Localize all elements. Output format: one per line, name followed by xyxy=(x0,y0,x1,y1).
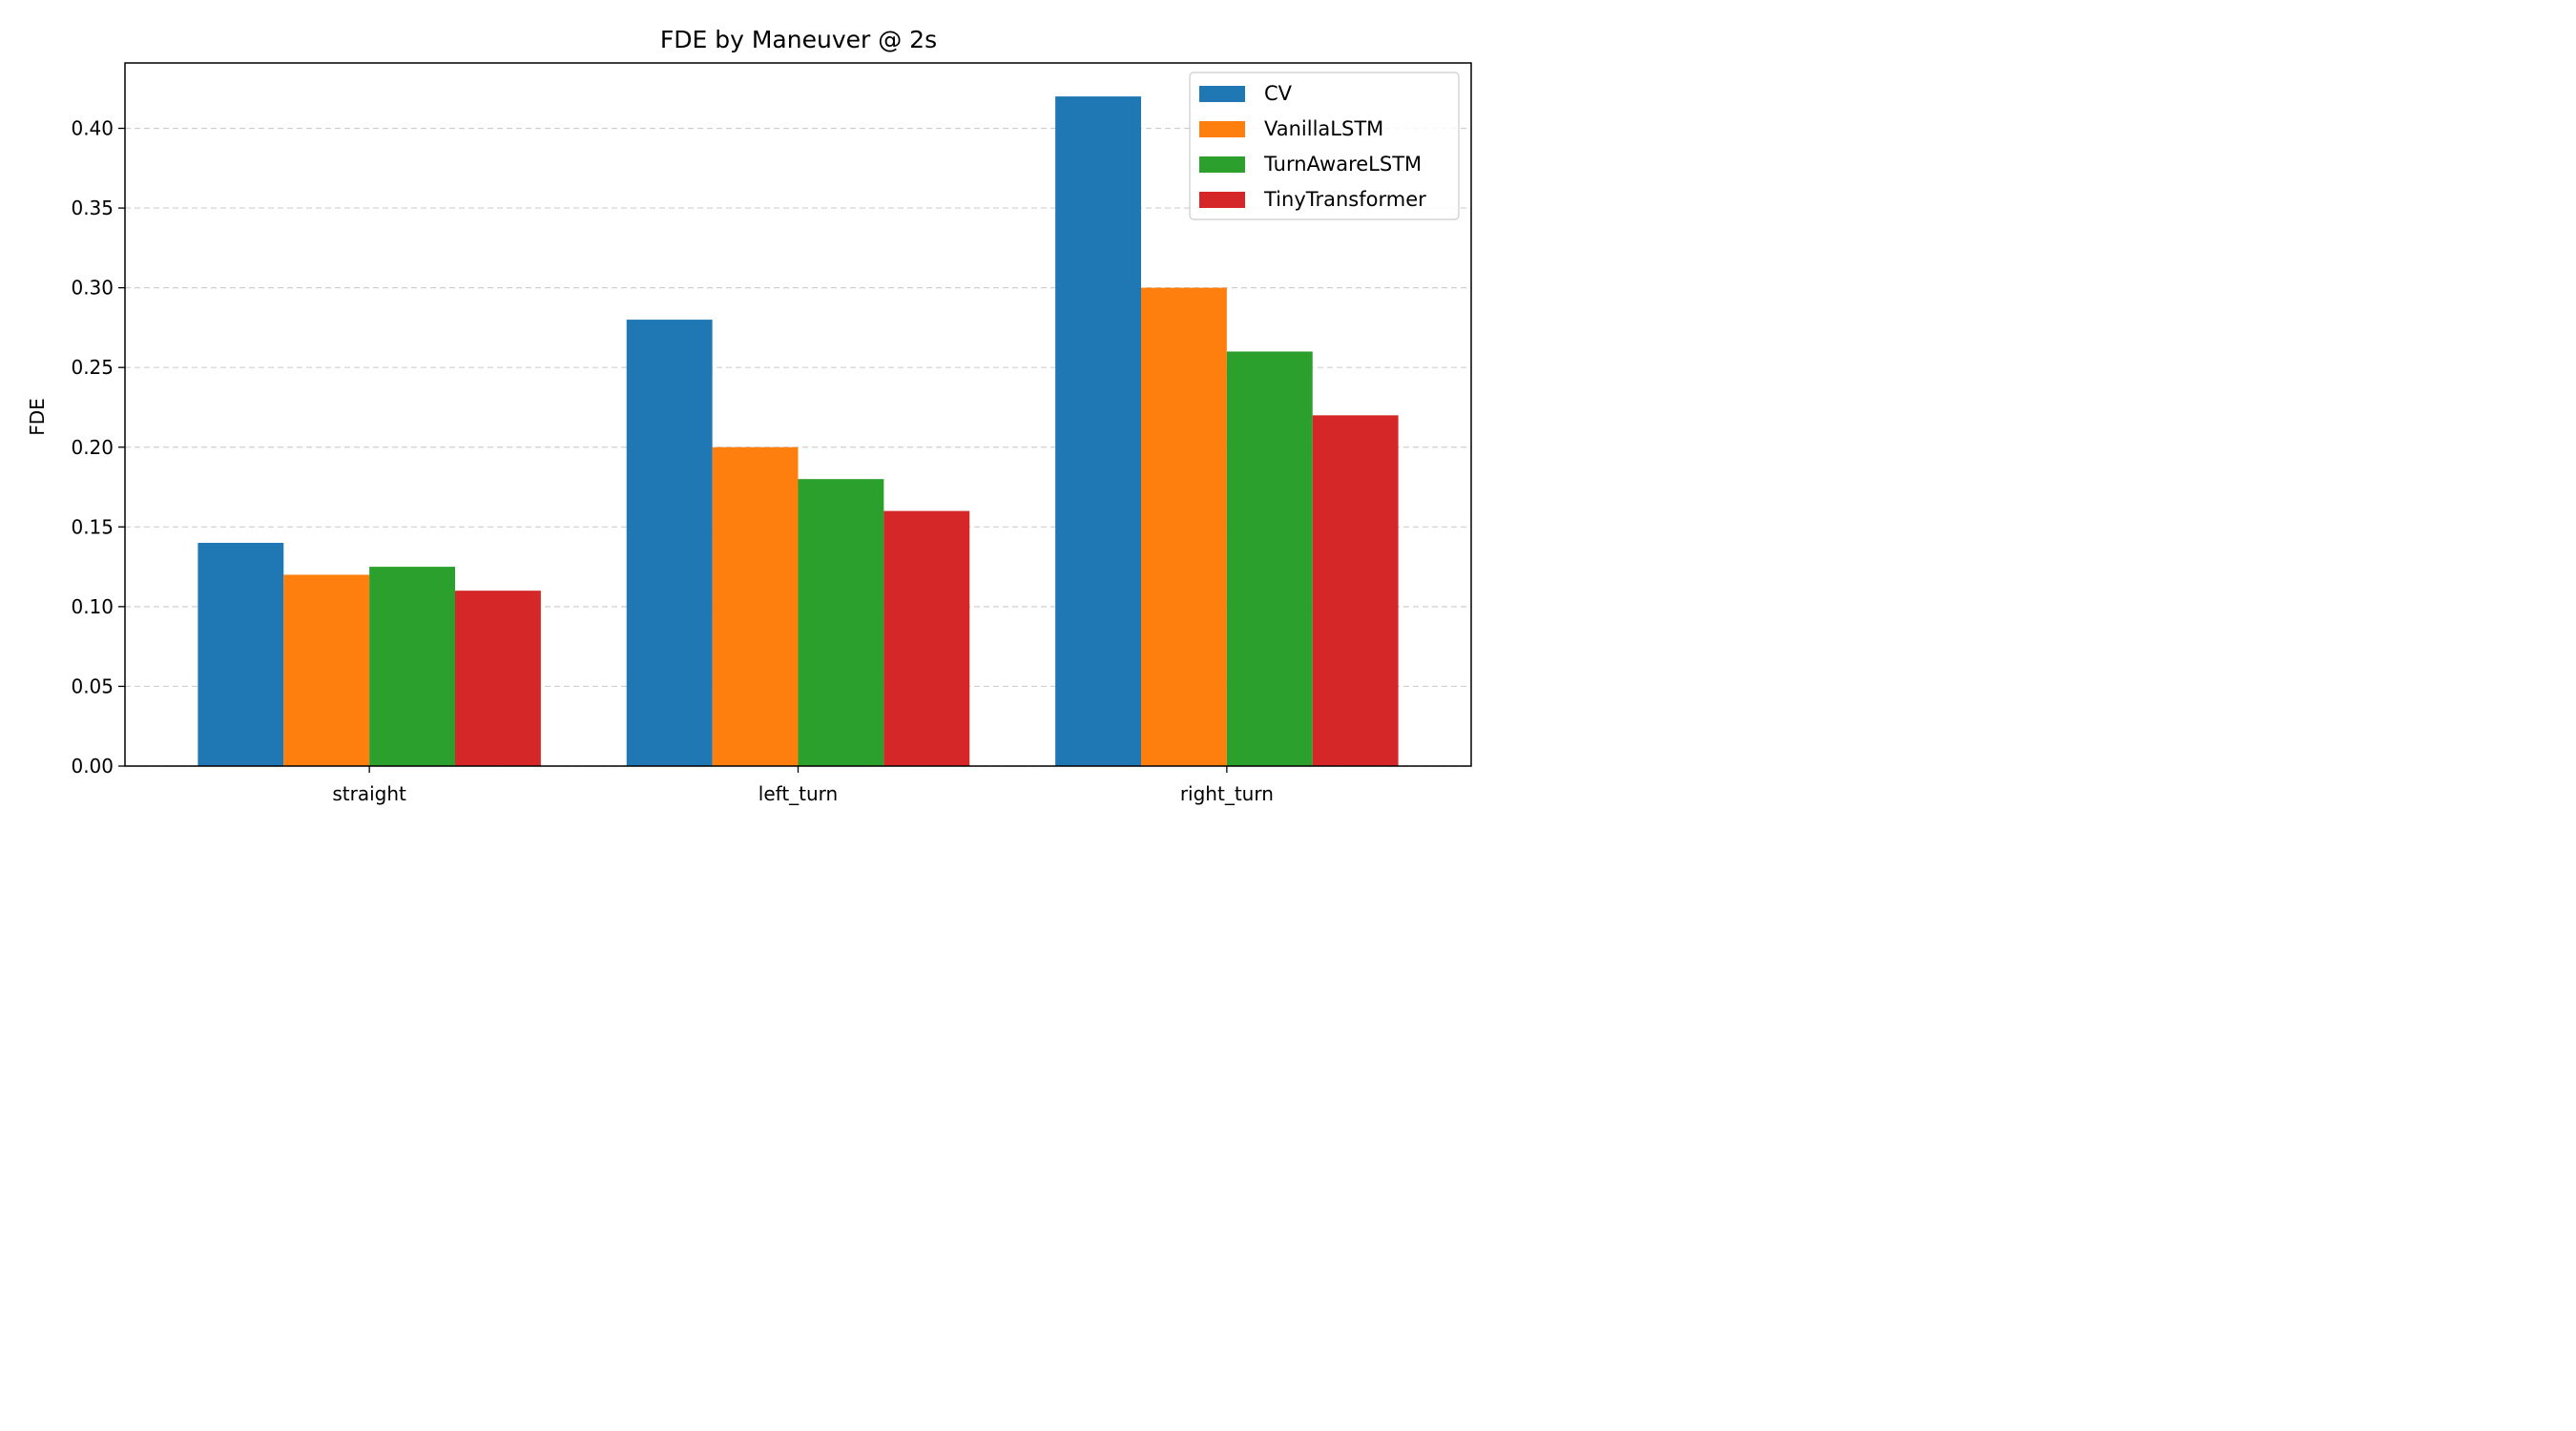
y-tick-label: 0.30 xyxy=(71,277,114,300)
x-tick-label: left_turn xyxy=(758,782,838,805)
bar-chart: FDE by Maneuver @ 2s FDE 0.00 0.05 0.10 0.1… xyxy=(26,26,1472,805)
legend-swatch-turnawarelstm xyxy=(1199,156,1245,173)
bar-vanillalstm-right_turn xyxy=(1140,287,1227,766)
y-ticks: 0.00 0.05 0.10 0.15 0.20 0.25 0.30 0.35 0.40 xyxy=(71,117,125,778)
bar-cv-left_turn xyxy=(626,320,713,766)
chart-title: FDE by Maneuver @ 2s xyxy=(660,26,937,53)
bar-tinytransformer-straight xyxy=(455,591,541,766)
y-tick-label: 0.25 xyxy=(71,356,114,379)
bar-tinytransformer-right_turn xyxy=(1312,415,1399,766)
bar-turnawarelstm-left_turn xyxy=(798,479,884,766)
legend-swatch-cv xyxy=(1199,86,1245,102)
bar-tinytransformer-left_turn xyxy=(883,510,970,766)
bar-vanillalstm-straight xyxy=(283,574,370,766)
y-tick-label: 0.15 xyxy=(71,515,114,538)
y-tick-label: 0.40 xyxy=(71,117,114,140)
y-tick-label: 0.35 xyxy=(71,197,114,219)
legend-label-tinytransformer: TinyTransformer xyxy=(1263,188,1426,211)
y-tick-label: 0.00 xyxy=(71,755,114,778)
legend-label-vanillalstm: VanillaLSTM xyxy=(1264,117,1383,140)
bar-cv-straight xyxy=(197,543,284,766)
legend-label-turnawarelstm: TurnAwareLSTM xyxy=(1263,153,1422,176)
bar-vanillalstm-left_turn xyxy=(712,446,799,766)
y-tick-label: 0.10 xyxy=(71,595,114,618)
bar-turnawarelstm-right_turn xyxy=(1226,351,1313,766)
y-axis-label: FDE xyxy=(26,398,49,436)
legend: CV VanillaLSTM TurnAwareLSTM TinyTransforme… xyxy=(1189,72,1460,220)
y-tick-label: 0.20 xyxy=(71,436,114,459)
legend-label-cv: CV xyxy=(1264,82,1293,105)
x-tick-label: straight xyxy=(332,782,406,805)
legend-swatch-tinytransformer xyxy=(1199,192,1245,208)
x-ticks: straight left_turn right_turn xyxy=(332,766,1274,805)
bar-cv-right_turn xyxy=(1055,96,1141,767)
legend-swatch-vanillalstm xyxy=(1199,121,1245,137)
x-tick-label: right_turn xyxy=(1180,782,1274,805)
bar-turnawarelstm-straight xyxy=(369,567,456,766)
y-tick-label: 0.05 xyxy=(71,674,114,697)
legend-box xyxy=(1189,72,1460,220)
bars xyxy=(197,96,1399,767)
